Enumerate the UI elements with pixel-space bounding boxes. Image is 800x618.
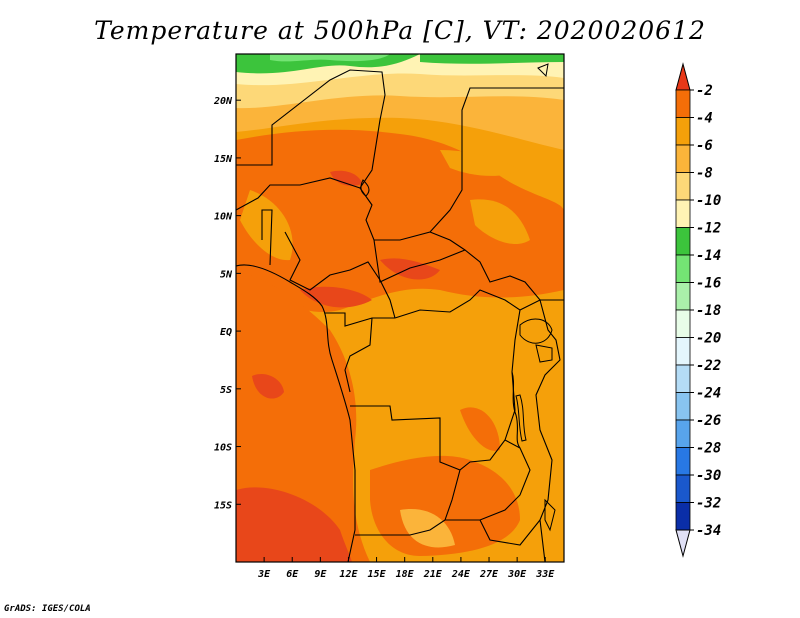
colorbar-label: -18 — [696, 303, 721, 319]
colorbar-swatch — [675, 337, 691, 366]
colorbar-label: -34 — [696, 523, 721, 539]
map-title: Temperature at 500hPa [C], VT: 202002061… — [94, 16, 706, 45]
lon-tick-label: 30E — [507, 569, 527, 580]
lat-tick-label: 10S — [214, 443, 232, 454]
lat-tick-label: 15N — [214, 154, 233, 165]
colorbar-label: -26 — [696, 413, 721, 429]
colorbar-swatch — [675, 447, 691, 476]
lon-tick-label: 18E — [396, 569, 415, 580]
colorbar-swatch — [675, 364, 691, 393]
lon-tick-label: 6E — [286, 569, 299, 580]
colorbar-swatch — [675, 227, 691, 256]
colorbar-swatch — [675, 502, 691, 531]
colorbar-label: -4 — [696, 111, 713, 127]
lat-tick-label: EQ — [220, 327, 232, 338]
colorbar-label: -22 — [696, 358, 721, 374]
colorbar-top-arrow — [675, 62, 691, 91]
lon-tick-label: 33E — [535, 569, 555, 580]
colorbar-swatch — [675, 199, 691, 228]
colorbar-swatch — [675, 144, 691, 173]
lon-tick-label: 12E — [339, 569, 358, 580]
colorbar-label: -8 — [696, 166, 713, 182]
colorbar-swatch — [675, 419, 691, 448]
lat-tick-label: 20N — [213, 96, 233, 107]
colorbar-label: -2 — [696, 83, 713, 99]
colorbar-label: -16 — [696, 276, 721, 292]
colorbar-swatch — [675, 254, 691, 283]
lat-tick-label: 5N — [220, 269, 233, 280]
colorbar-label: -24 — [696, 386, 721, 402]
lat-tick-label: 10N — [214, 212, 233, 223]
colorbar-swatch — [675, 89, 691, 118]
colorbar-label: -6 — [696, 138, 713, 154]
lon-tick-label: 9E — [314, 569, 327, 580]
colorbar-swatch — [675, 172, 691, 201]
colorbar-label: -14 — [696, 248, 721, 264]
colorbar-swatch — [675, 309, 691, 338]
map-frame — [235, 53, 565, 563]
colorbar-swatch — [675, 282, 691, 311]
lon-tick-label: 21E — [423, 569, 443, 580]
colorbar-swatch — [675, 117, 691, 146]
colorbar-label: -12 — [696, 221, 721, 237]
colorbar-swatch — [675, 392, 691, 421]
colorbar-label: -32 — [696, 496, 721, 512]
grads-credit: GrADS: IGES/COLA — [4, 604, 91, 614]
colorbar-label: -10 — [696, 193, 721, 209]
colorbar-label: -20 — [696, 331, 721, 347]
colorbar-label: -30 — [696, 468, 721, 484]
colorbar-swatch — [675, 474, 691, 503]
lon-tick-label: 3E — [257, 569, 271, 580]
lat-tick-label: 15S — [214, 500, 232, 511]
lat-tick-label: 5S — [220, 385, 232, 396]
colorbar-bottom-arrow — [675, 529, 691, 558]
temperature-field — [236, 54, 564, 562]
lon-tick-label: 24E — [451, 569, 471, 580]
country-borders — [236, 69, 564, 562]
colorbar-label: -28 — [696, 441, 721, 457]
lon-tick-label: 15E — [368, 569, 387, 580]
lon-tick-label: 27E — [479, 569, 499, 580]
lakes — [360, 63, 556, 532]
